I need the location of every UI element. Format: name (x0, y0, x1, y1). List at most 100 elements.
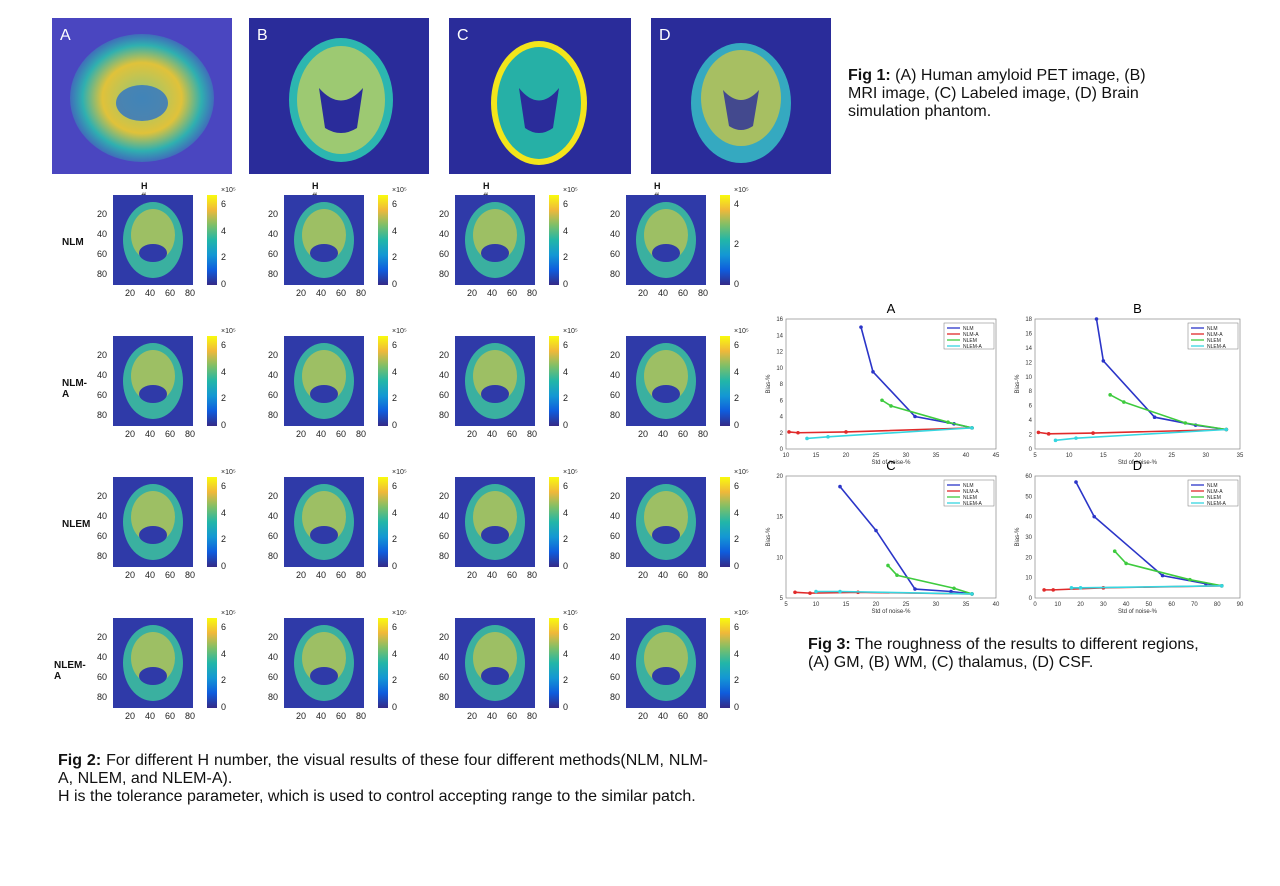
data-point (844, 430, 848, 434)
y-tick-label: 2 (780, 431, 784, 437)
mri-brain-image (289, 38, 393, 162)
fig2-caption-line1: For different H number, the visual resul… (58, 752, 708, 787)
colorbar (720, 618, 730, 708)
fig2-caption-line2: H is the tolerance parameter, which is u… (58, 788, 696, 805)
x-tick-label: 60 (165, 429, 176, 439)
x-axis-label: Std of noise-% (1118, 460, 1158, 466)
legend-label: NLM (963, 483, 974, 489)
colorbar-tick: 6 (734, 481, 740, 491)
y-axis-label: Bias-% (1015, 374, 1021, 394)
x-tick-label: 90 (1237, 602, 1244, 608)
colorbar-tick: 0 (563, 561, 569, 571)
legend-label: NLEM-A (1207, 501, 1227, 507)
legend-box (1187, 322, 1239, 350)
y-tick-label: 40 (268, 652, 279, 662)
y-tick-label: 10 (776, 555, 783, 561)
legend-label: NLM (963, 326, 974, 332)
x-tick-label: 60 (507, 429, 518, 439)
x-tick-label: 20 (296, 570, 307, 580)
x-tick-label: 20 (467, 288, 478, 298)
x-tick-label: 60 (165, 288, 176, 298)
colorbar (549, 336, 559, 426)
labeled-brain-image (491, 41, 587, 165)
brain-result-image (284, 195, 364, 285)
colorbar-exponent: ×10⁵ (563, 610, 578, 617)
legend-label: NLM (1207, 326, 1218, 332)
brain-result-image (455, 618, 535, 708)
y-tick-label: 60 (439, 672, 450, 682)
data-point (1219, 584, 1224, 588)
plot-title: D (1133, 458, 1142, 473)
colorbar-tick: 0 (734, 420, 740, 430)
y-tick-label: 80 (439, 269, 450, 279)
y-tick-label: 40 (97, 652, 108, 662)
y-tick-label: 40 (97, 229, 108, 239)
y-tick-label: 50 (1025, 494, 1032, 500)
colorbar-tick: 0 (221, 561, 227, 571)
data-point (1183, 421, 1188, 425)
data-point (1188, 577, 1192, 582)
x-tick-label: 20 (125, 429, 136, 439)
phantom-brain-image (691, 43, 791, 163)
y-tick-label: 80 (439, 692, 450, 702)
y-tick-label: 4 (1029, 418, 1033, 424)
data-point (1091, 431, 1095, 435)
y-tick-label: 40 (268, 370, 279, 380)
colorbar (207, 618, 217, 708)
colorbar-tick: 4 (734, 507, 740, 518)
y-tick-label: 8 (1029, 389, 1033, 395)
data-point (1042, 588, 1046, 592)
series-line (881, 399, 973, 429)
colorbar-tick: 2 (563, 675, 569, 686)
x-tick-label: 80 (356, 570, 367, 580)
fig3-caption-text: The roughness of the results to differen… (808, 636, 1199, 671)
row-label: NLEM (62, 519, 91, 530)
x-tick-label: 60 (678, 429, 689, 439)
y-tick-label: 40 (610, 229, 621, 239)
colorbar (549, 477, 559, 567)
y-tick-label: 15 (776, 515, 783, 521)
data-point (1051, 588, 1056, 592)
x-tick-label: 60 (165, 711, 176, 721)
series-line (788, 427, 973, 434)
y-tick-label: 80 (439, 410, 450, 420)
y-tick-label: 4 (780, 415, 784, 421)
x-tick-label: 25 (903, 602, 910, 608)
x-tick-label: 20 (467, 570, 478, 580)
x-tick-label: 80 (527, 288, 538, 298)
y-tick-label: 80 (97, 692, 108, 702)
brain-result-image (113, 477, 193, 567)
data-point (1036, 430, 1041, 435)
x-tick-label: 30 (933, 602, 940, 608)
y-tick-label: 20 (439, 209, 450, 219)
fig1-panel-d: D (651, 18, 831, 174)
colorbar-tick: 4 (221, 507, 227, 518)
x-tick-label: 60 (336, 570, 347, 580)
legend-label: NLEM (1207, 338, 1221, 344)
data-point (1108, 393, 1112, 397)
x-tick-label: 80 (698, 570, 709, 580)
x-tick-label: 40 (963, 453, 970, 459)
colorbar (378, 477, 388, 567)
y-tick-label: 40 (439, 511, 450, 521)
x-tick-label: 40 (487, 429, 498, 439)
y-tick-label: 14 (1025, 346, 1032, 352)
colorbar-tick: 4 (221, 225, 227, 236)
legend-label: NLEM (963, 495, 977, 501)
series-line (887, 564, 973, 595)
colorbar-tick: 6 (563, 340, 569, 350)
legend-label: NLEM (963, 338, 977, 344)
data-point (1053, 438, 1058, 443)
colorbar (378, 618, 388, 708)
x-tick-label: 40 (487, 711, 498, 721)
colorbar-exponent: ×10⁵ (392, 610, 407, 617)
colorbar-tick: 4 (221, 366, 227, 377)
x-tick-label: 20 (125, 711, 136, 721)
data-point (874, 528, 878, 533)
y-tick-label: 6 (780, 398, 784, 404)
x-tick-label: 60 (336, 711, 347, 721)
x-tick-label: 20 (125, 288, 136, 298)
colorbar (207, 195, 217, 285)
plot-title: B (1133, 301, 1142, 316)
data-point (1078, 586, 1083, 590)
